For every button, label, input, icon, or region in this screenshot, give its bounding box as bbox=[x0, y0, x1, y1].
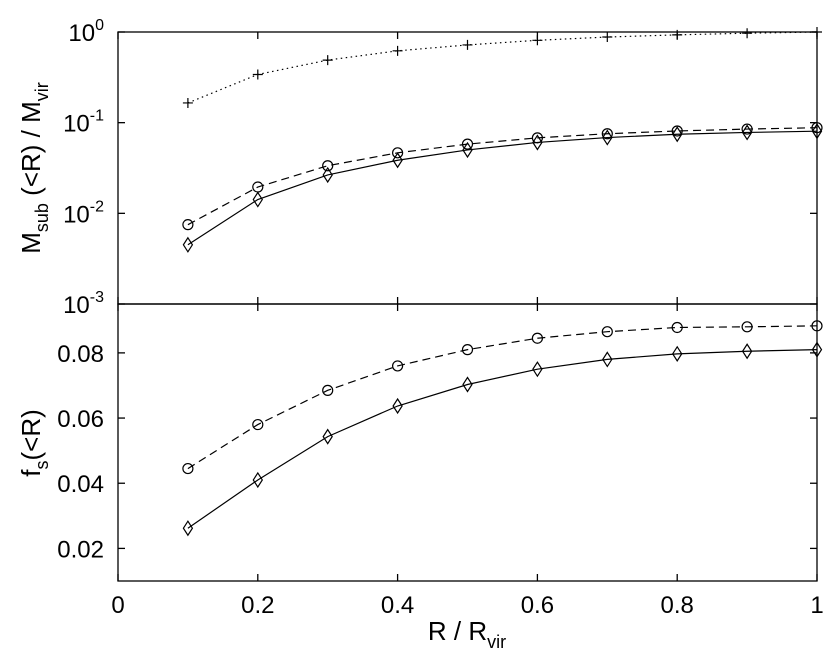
top-y-tick-label: 10-2 bbox=[63, 198, 104, 228]
top-series bbox=[182, 27, 823, 253]
bottom-series-0-marker bbox=[252, 418, 264, 431]
top-y-tick-label: 10-1 bbox=[63, 108, 104, 138]
top-series-2-marker bbox=[532, 134, 543, 151]
bottom-panel: 0.02 0.04 0.06 0.08 0 0.2 0.4 0.6 0.8 1 fs(<R) R… bbox=[16, 303, 824, 652]
bottom-series-0-marker bbox=[322, 384, 334, 396]
bottom-ticks bbox=[117, 304, 818, 581]
x-tick-label: 0.4 bbox=[381, 592, 414, 619]
top-series-2-marker bbox=[392, 152, 403, 169]
bottom-y-tick-label: 0.06 bbox=[57, 406, 104, 433]
bottom-series-0-marker bbox=[601, 326, 613, 338]
top-y-label-main: M bbox=[16, 232, 46, 254]
tick-label-exponent: -1 bbox=[90, 108, 104, 125]
top-series-0-marker bbox=[322, 55, 333, 66]
top-series-1-marker bbox=[671, 125, 683, 137]
bottom-series-1-marker bbox=[671, 345, 683, 362]
x-tick-label: 0.8 bbox=[661, 592, 694, 619]
top-y-axis-label: Msub (<R) / Mvir bbox=[16, 82, 52, 254]
bottom-series-0-marker bbox=[531, 332, 544, 344]
bottom-series-1-line bbox=[187, 349, 818, 529]
top-series-0-marker bbox=[672, 29, 683, 40]
top-y-tick-label: 10-3 bbox=[63, 289, 104, 319]
bottom-y-label-main: f bbox=[16, 469, 46, 477]
bottom-y-tick-labels: 0.02 0.04 0.06 0.08 bbox=[57, 341, 104, 564]
tick-label-base: 10 bbox=[68, 20, 95, 47]
x-tick-labels: 0 0.2 0.4 0.6 0.8 1 bbox=[111, 592, 823, 619]
x-tick-label: 1 bbox=[810, 592, 823, 619]
bottom-y-label-sub: s bbox=[32, 461, 52, 470]
top-series-1-marker bbox=[811, 122, 823, 134]
bottom-series bbox=[182, 320, 823, 537]
top-series-1-marker bbox=[322, 160, 334, 172]
top-series-0-marker bbox=[812, 27, 822, 37]
bottom-series-1-marker bbox=[182, 520, 194, 537]
tick-label-base: 10 bbox=[63, 292, 90, 319]
top-series-2-marker bbox=[671, 126, 683, 143]
bottom-series-1-marker bbox=[811, 341, 823, 358]
x-label-main: R / R bbox=[428, 616, 487, 646]
top-y-label-mid: (<R) / M bbox=[16, 101, 46, 203]
top-series-2-marker bbox=[811, 123, 823, 140]
bottom-series-1-marker bbox=[532, 361, 543, 378]
bottom-series-1-marker bbox=[462, 376, 473, 393]
bottom-series-1-marker bbox=[392, 397, 403, 415]
top-series-1-marker bbox=[392, 147, 404, 159]
x-axis-label: R / Rvir bbox=[428, 616, 506, 652]
top-series-2-line bbox=[187, 130, 818, 246]
bottom-series-0-marker bbox=[461, 344, 474, 356]
top-series-0-marker bbox=[392, 45, 403, 56]
top-series-2-marker bbox=[602, 129, 613, 146]
top-series-2-marker bbox=[182, 236, 194, 253]
top-y-label-sub2: vir bbox=[32, 82, 52, 101]
bottom-y-tick-label: 0.08 bbox=[57, 341, 104, 368]
bottom-series-0-line bbox=[187, 325, 818, 470]
top-series-0-marker bbox=[252, 69, 263, 80]
top-series-2-marker bbox=[462, 141, 473, 159]
top-series-1-marker bbox=[601, 128, 613, 140]
top-series-2-marker bbox=[252, 191, 264, 208]
bottom-series-1-marker bbox=[322, 428, 333, 445]
bottom-panel-frame bbox=[117, 303, 818, 582]
top-series-0-marker bbox=[532, 35, 543, 46]
top-series-0-marker bbox=[742, 28, 753, 39]
top-series-1-line bbox=[187, 127, 818, 226]
bottom-series-0-marker bbox=[182, 462, 194, 475]
tick-label-exponent: -3 bbox=[90, 289, 104, 306]
bottom-y-label-rest: (<R) bbox=[16, 409, 46, 460]
top-series-0-marker bbox=[602, 32, 613, 43]
tick-label-base: 10 bbox=[63, 111, 90, 138]
top-y-tick-label: 100 bbox=[68, 17, 104, 47]
top-ticks bbox=[117, 31, 818, 305]
bottom-series-1-marker bbox=[602, 351, 613, 368]
top-series-1-marker bbox=[741, 123, 753, 135]
top-series-0-marker bbox=[182, 97, 193, 108]
top-series-0-line bbox=[187, 31, 818, 104]
tick-label-base: 10 bbox=[63, 201, 90, 228]
top-series-0-marker bbox=[462, 39, 473, 50]
x-tick-label: 0.2 bbox=[241, 592, 274, 619]
top-series-1-marker bbox=[182, 219, 194, 231]
bottom-series-1-marker bbox=[252, 471, 264, 489]
top-y-label-sub1: sub bbox=[32, 203, 52, 232]
bottom-series-0-marker bbox=[811, 320, 823, 332]
tick-label-exponent: -2 bbox=[90, 198, 104, 215]
bottom-series-0-marker bbox=[741, 321, 753, 333]
bottom-y-axis-label: fs(<R) bbox=[16, 409, 52, 477]
x-label-sub: vir bbox=[487, 632, 506, 652]
bottom-series-0-marker bbox=[392, 360, 404, 372]
x-tick-label: 0 bbox=[111, 592, 124, 619]
bottom-y-tick-label: 0.02 bbox=[57, 536, 104, 563]
bottom-series-0-marker bbox=[671, 321, 683, 334]
bottom-y-tick-label: 0.04 bbox=[57, 471, 104, 498]
top-series-2-marker bbox=[741, 124, 753, 141]
bottom-series-1-marker bbox=[741, 343, 753, 360]
top-panel-frame bbox=[117, 31, 818, 305]
top-series-2-marker bbox=[322, 166, 333, 184]
x-tick-label: 0.6 bbox=[521, 592, 554, 619]
top-series-1-marker bbox=[461, 138, 474, 150]
tick-label-exponent: 0 bbox=[95, 17, 104, 34]
